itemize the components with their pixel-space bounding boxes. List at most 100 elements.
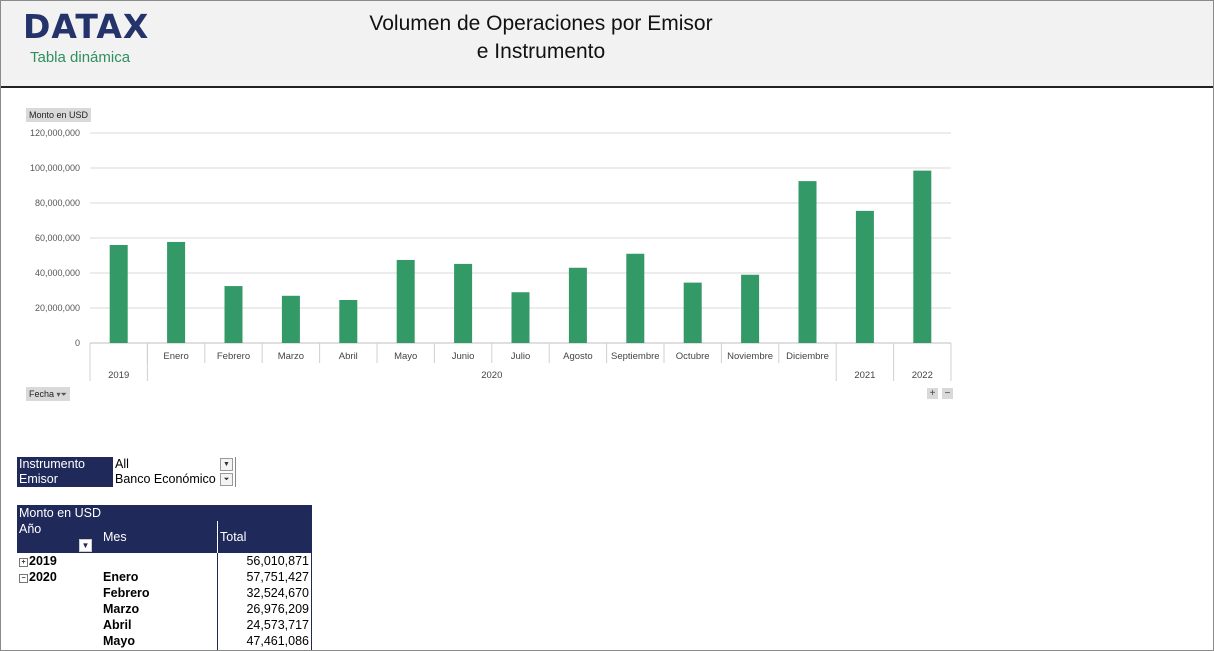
collapse-icon[interactable]: − <box>19 574 28 583</box>
column-header-year[interactable]: Año ▼ <box>17 521 101 553</box>
row-filter-icon[interactable]: ▼ <box>79 539 92 553</box>
y-tick-label: 120,000,000 <box>30 128 80 138</box>
x-category-label: Abril <box>339 351 358 362</box>
pivot-total-cell: 56,010,871 <box>217 553 312 569</box>
bar[interactable] <box>224 286 243 343</box>
bar[interactable] <box>339 299 358 343</box>
filter-row-instrumento: Instrumento All ▼ <box>17 457 236 472</box>
bar[interactable] <box>454 263 473 343</box>
pivot-month-cell: Abril <box>103 618 132 632</box>
pivot-body: +2019 56,010,871−2020 Enero 57,751,427 Febre… <box>17 553 312 650</box>
pivot-total-cell: 24,573,717 <box>217 617 312 633</box>
pivot-year-label: 2019 <box>29 554 57 568</box>
bar[interactable] <box>913 170 932 343</box>
y-tick-label: 20,000,000 <box>35 303 80 313</box>
pivot-month-cell <box>101 553 218 569</box>
filter-instrumento-dropdown[interactable]: All ▼ <box>113 457 236 472</box>
x-group-label: 2019 <box>108 370 129 381</box>
report-title-line1: Volumen de Operaciones por Emisor <box>369 12 713 35</box>
bar[interactable] <box>511 292 530 343</box>
filter-value: All <box>115 457 129 471</box>
x-group-label: 2020 <box>481 370 502 381</box>
x-group-label: 2022 <box>912 370 933 381</box>
pivot-total-cell: 47,461,086 <box>217 633 312 649</box>
x-category-label: Junio <box>452 351 475 362</box>
pivot-month-cell: Marzo <box>103 602 140 616</box>
bar[interactable] <box>855 210 874 343</box>
pivot-year-cell[interactable]: −2020 <box>17 569 101 585</box>
collapse-field-button[interactable]: − <box>942 388 953 399</box>
y-tick-label: 0 <box>75 338 80 348</box>
filter-dropdown-icon: ▾⏷ <box>56 390 67 399</box>
bar[interactable] <box>167 241 186 343</box>
pivot-month-cell: Enero <box>103 570 139 584</box>
bar[interactable] <box>109 244 128 343</box>
pivot-row: Febrero 32,524,670 <box>17 585 312 601</box>
pivot-column-headers: Año ▼ Mes Total <box>17 521 312 553</box>
pivot-year-cell[interactable] <box>17 601 101 617</box>
filter-funnel-icon[interactable]: ⏷ <box>220 473 233 486</box>
x-category-label: Septiembre <box>611 351 660 362</box>
report-header: DATAX Tabla dinámica Volumen de Operacio… <box>1 1 1213 88</box>
column-header-month: Mes <box>101 521 218 553</box>
filter-label: Emisor <box>17 472 113 487</box>
x-category-label: Noviembre <box>727 351 773 362</box>
y-tick-label: 80,000,000 <box>35 198 80 208</box>
y-tick-label: 100,000,000 <box>30 163 80 173</box>
datax-logo: DATAX <box>23 7 150 46</box>
x-category-label: Julio <box>511 351 531 362</box>
report-filters: Instrumento All ▼ Emisor Banco Económico… <box>17 457 236 487</box>
expand-field-button[interactable]: + <box>927 388 938 399</box>
x-category-label: Marzo <box>278 351 304 362</box>
pivot-year-cell[interactable] <box>17 633 101 649</box>
bar[interactable] <box>626 253 645 343</box>
pivot-total-cell: 45,209,113 <box>217 649 312 650</box>
pivot-row: Abril 24,573,717 <box>17 617 312 633</box>
pivot-value-header: Monto en USD <box>17 505 312 521</box>
filter-label: Instrumento <box>17 457 113 472</box>
pivot-month-cell: Febrero <box>103 586 150 600</box>
bar[interactable] <box>568 267 587 343</box>
x-category-label: Enero <box>163 351 188 362</box>
year-header-label: Año <box>19 522 42 536</box>
filter-emisor-dropdown[interactable]: Banco Económico ⏷ <box>113 472 236 487</box>
pivot-year-label: 2020 <box>29 570 57 584</box>
y-tick-label: 60,000,000 <box>35 233 80 243</box>
pivot-chart[interactable]: 0 20,000,000 40,000,000 60,000,000 80,000,00… <box>1 121 961 383</box>
bar[interactable] <box>683 282 702 343</box>
pivot-row: +2019 56,010,871 <box>17 553 312 569</box>
expand-icon[interactable]: + <box>19 558 28 567</box>
column-header-total: Total <box>217 521 312 553</box>
x-category-label: Mayo <box>394 351 417 362</box>
report-title-line2: e Instrumento <box>476 40 606 63</box>
axis-field-label: Fecha <box>29 389 55 399</box>
pivot-row: −2020 Enero 57,751,427 <box>17 569 312 585</box>
pivot-year-cell[interactable]: +2019 <box>17 553 101 569</box>
pivot-year-cell[interactable] <box>17 585 101 601</box>
x-group-label: 2021 <box>854 370 875 381</box>
pivot-header-row: Monto en USD <box>17 505 312 521</box>
bar[interactable] <box>396 259 415 343</box>
bar[interactable] <box>741 274 760 343</box>
filter-value: Banco Económico <box>115 472 216 486</box>
pivot-total-cell: 26,976,209 <box>217 601 312 617</box>
logo-subtitle: Tabla dinámica <box>30 49 131 66</box>
report-title: Volumen de Operaciones por Emisor e Inst… <box>301 10 781 66</box>
value-field-button[interactable]: Monto en USD <box>26 108 92 122</box>
x-category-label: Febrero <box>217 351 250 362</box>
pivot-month-cell: Mayo <box>103 634 135 648</box>
dropdown-arrow-icon[interactable]: ▼ <box>220 458 233 471</box>
axis-field-button[interactable]: Fecha ▾⏷ <box>26 387 70 401</box>
x-category-label: Diciembre <box>786 351 829 362</box>
x-category-label: Agosto <box>563 351 593 362</box>
pivot-year-cell[interactable] <box>17 617 101 633</box>
pivot-total-cell: 57,751,427 <box>217 569 312 585</box>
bar[interactable] <box>281 295 300 343</box>
pivot-row: Junio45,209,113 <box>17 649 312 650</box>
filter-row-emisor: Emisor Banco Económico ⏷ <box>17 472 236 487</box>
pivot-table: Monto en USD Año ▼ Mes Total +2019 56,010… <box>17 505 312 650</box>
bar[interactable] <box>798 181 817 343</box>
x-category-label: Octubre <box>676 351 710 362</box>
pivot-row: Marzo 26,976,209 <box>17 601 312 617</box>
